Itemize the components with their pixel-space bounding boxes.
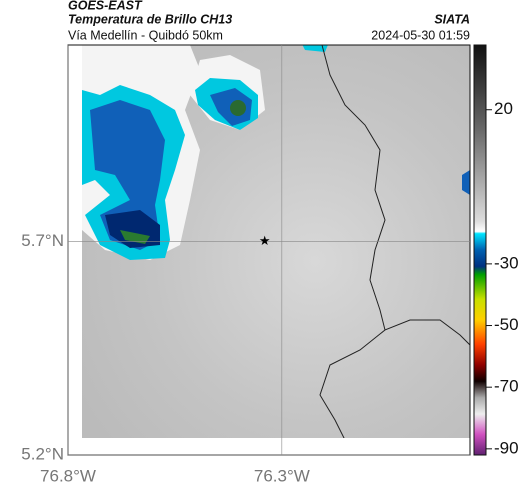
route: Vía Medellín - Quibdó 50km <box>68 28 223 42</box>
title: GOES-EAST <box>68 0 143 12</box>
source: SIATA <box>434 12 470 26</box>
colorbar <box>473 44 487 456</box>
colorbar-tick-label: -70 <box>494 377 519 396</box>
y-tick-label: 5.7°N <box>21 231 64 250</box>
subtitle: Temperatura de Brillo CH13 <box>68 12 232 26</box>
colorbar-tick-label: -90 <box>494 438 519 457</box>
x-tick-label: 76.8°W <box>40 466 96 485</box>
timestamp: 2024-05-30 01:59 <box>371 28 470 42</box>
colorbar-tick-label: -30 <box>494 253 519 272</box>
satellite-image <box>82 45 470 438</box>
y-tick-label: 5.2°N <box>21 444 64 463</box>
colorbar-tick-label: -50 <box>494 315 519 334</box>
location-marker: ★ <box>259 233 271 248</box>
colorbar-tick-label: 20 <box>494 99 513 118</box>
x-tick-label: 76.3°W <box>254 466 310 485</box>
